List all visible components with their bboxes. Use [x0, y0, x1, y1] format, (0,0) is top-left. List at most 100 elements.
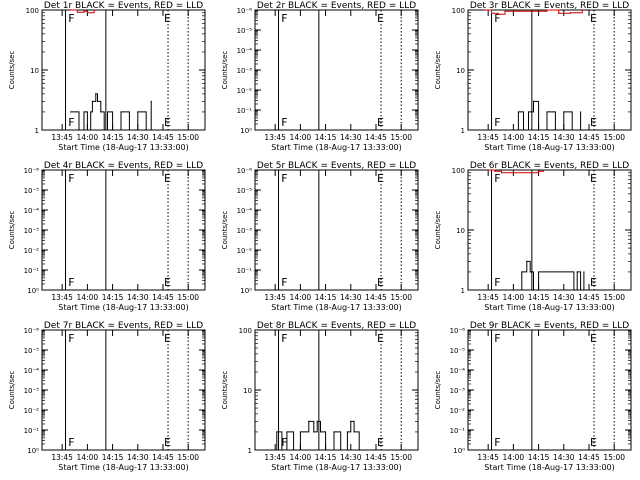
x-tick-label: 14:30: [553, 293, 575, 302]
y-axis-label: Counts/sec: [434, 51, 442, 90]
y-tick-label: 100: [239, 327, 252, 335]
data-point: [504, 10, 506, 12]
y-tick-label: 10: [456, 67, 465, 75]
flag-marker-label: F: [281, 276, 287, 289]
y-tick-label: 10⁻⁶: [237, 7, 253, 15]
events-series-line: [513, 100, 582, 131]
x-axis-label: Start Time (18-Aug-17 13:33:00): [484, 143, 615, 152]
y-tick-label: 10⁻⁶: [24, 327, 40, 335]
x-tick-label: 14:15: [528, 293, 550, 302]
y-tick-label: 1: [461, 287, 465, 295]
x-axis-label: Start Time (18-Aug-17 13:33:00): [271, 303, 402, 312]
y-tick-label: 10⁰: [27, 447, 39, 455]
x-tick-label: 13:45: [264, 133, 286, 142]
data-point: [517, 111, 520, 113]
flag-marker-label: E: [164, 12, 171, 25]
y-tick-label: 10⁻²: [24, 407, 40, 415]
x-tick-label: 13:45: [51, 293, 73, 302]
x-axis-label: Start Time (18-Aug-17 13:33:00): [58, 303, 189, 312]
panel-title: Det 9r BLACK = Events, RED = LLD: [470, 321, 629, 331]
y-axis-label: Counts/sec: [221, 211, 229, 250]
x-tick-label: 13:45: [477, 293, 499, 302]
data-point: [522, 129, 525, 131]
data-point: [95, 93, 97, 95]
x-tick-label: 14:30: [340, 293, 362, 302]
y-axis-label: Counts/sec: [434, 211, 442, 250]
x-tick-label: 14:00: [503, 133, 525, 142]
data-point: [484, 9, 486, 11]
x-tick-label: 15:00: [603, 453, 625, 462]
panel-title: Det 4r BLACK = Events, RED = LLD: [44, 161, 203, 171]
data-point: [546, 9, 548, 11]
panel-title: Det 5r BLACK = Events, RED = LLD: [257, 161, 416, 171]
data-point: [501, 172, 503, 174]
data-point: [137, 111, 139, 113]
data-point: [532, 100, 535, 102]
data-point: [581, 9, 583, 11]
x-tick-label: 14:00: [290, 133, 312, 142]
plot-frame: [467, 329, 632, 451]
x-tick-label: 14:30: [127, 293, 149, 302]
data-point: [532, 289, 535, 291]
data-point: [286, 431, 288, 433]
y-tick-label: 10⁻²: [24, 247, 40, 255]
y-tick-label: 10⁻⁴: [24, 207, 40, 215]
flag-marker-label: E: [164, 116, 171, 129]
x-tick-label: 13:45: [477, 133, 499, 142]
events-series-line: [70, 93, 152, 131]
y-tick-label: 10: [456, 227, 465, 235]
x-tick-label: 14:30: [553, 453, 575, 462]
data-point: [111, 129, 114, 131]
data-point: [583, 271, 585, 273]
x-tick-label: 14:45: [578, 133, 600, 142]
x-tick-label: 13:45: [264, 293, 286, 302]
y-tick-label: 10⁻⁵: [450, 347, 466, 355]
data-point: [487, 169, 489, 171]
y-tick-label: 10⁻⁵: [24, 187, 40, 195]
x-tick-label: 15:00: [177, 293, 199, 302]
detector-panel-3: Det 3r BLACK = Events, RED = LLD 1 10 100 Co…: [434, 1, 632, 152]
x-tick-label: 14:15: [528, 133, 550, 142]
plot-frame: [41, 169, 206, 291]
detector-panel-7: Det 7r BLACK = Events, RED = LLD 10⁰ 10⁻¹ 1…: [8, 321, 206, 472]
x-tick-label: 14:30: [553, 133, 575, 142]
flag-marker-label: E: [377, 12, 384, 25]
x-axis-label: Start Time (18-Aug-17 13:33:00): [271, 143, 402, 152]
data-point: [512, 129, 514, 131]
x-tick-label: 15:00: [177, 453, 199, 462]
y-tick-label: 100: [452, 167, 465, 175]
x-tick-label: 14:45: [578, 453, 600, 462]
flag-marker-label: F: [68, 276, 74, 289]
x-tick-label: 14:15: [528, 453, 550, 462]
y-tick-label: 10⁻¹: [24, 427, 40, 435]
data-point: [299, 431, 301, 433]
flag-marker-label: E: [590, 172, 597, 185]
flag-marker-label: F: [281, 332, 287, 345]
data-point: [554, 129, 556, 131]
y-tick-label: 10⁰: [240, 287, 252, 295]
x-tick-label: 15:00: [177, 133, 199, 142]
data-point: [358, 449, 360, 451]
flag-marker-label: F: [494, 172, 500, 185]
data-point: [93, 9, 95, 11]
data-point: [537, 170, 540, 172]
y-tick-label: 1: [248, 447, 252, 455]
y-axis-label: Counts/sec: [221, 51, 229, 90]
data-point: [529, 271, 531, 273]
y-tick-label: 100: [452, 7, 465, 15]
x-tick-label: 14:45: [578, 293, 600, 302]
x-tick-label: 14:30: [127, 133, 149, 142]
panel-title: Det 6r BLACK = Events, RED = LLD: [470, 161, 629, 171]
x-tick-label: 14:15: [315, 453, 337, 462]
data-point: [537, 271, 540, 273]
data-point: [546, 111, 548, 113]
plot-frame: [41, 329, 206, 451]
data-point: [281, 449, 283, 451]
flag-marker-label: F: [68, 172, 74, 185]
y-tick-label: 10⁻⁵: [237, 187, 253, 195]
y-tick-label: 10⁻²: [237, 87, 253, 95]
x-axis-label: Start Time (18-Aug-17 13:33:00): [271, 463, 402, 472]
x-tick-label: 14:45: [152, 133, 174, 142]
data-point: [96, 100, 99, 102]
